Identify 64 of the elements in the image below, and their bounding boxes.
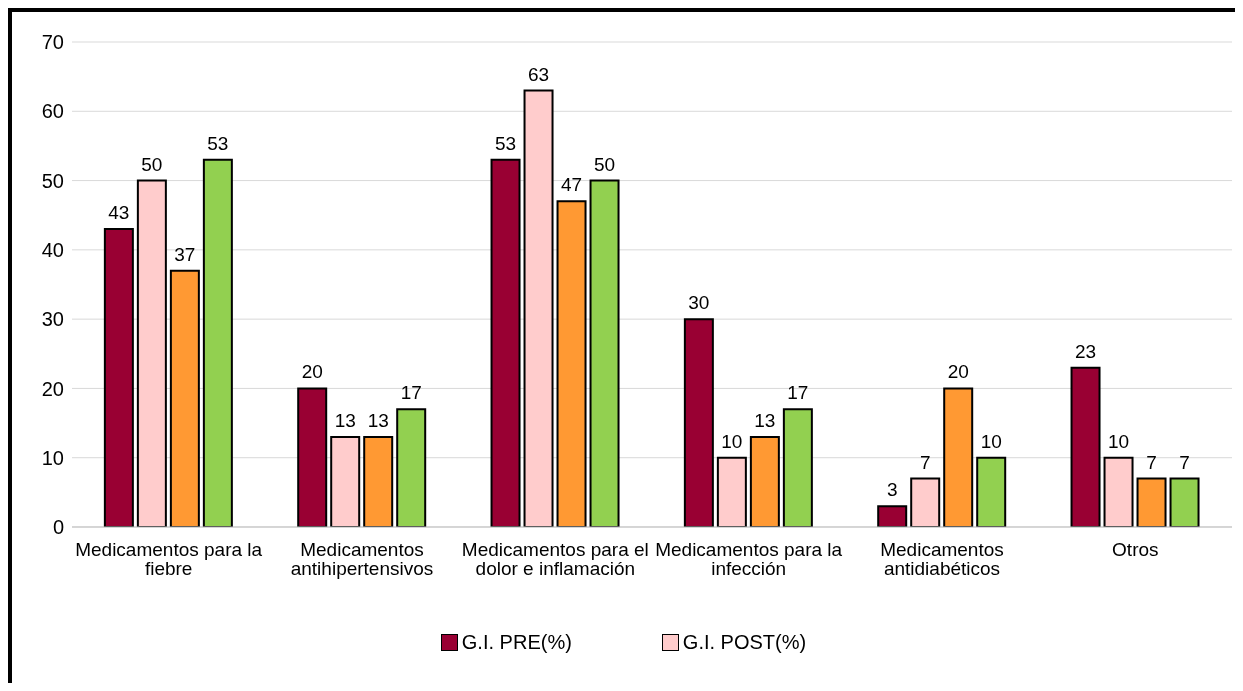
data-label: 53 (207, 132, 229, 154)
bar (169, 269, 200, 527)
data-label: 50 (593, 153, 616, 175)
data-label: 30 (688, 292, 710, 314)
bar (103, 228, 134, 527)
data-label: 17 (787, 382, 809, 404)
x-tick-label: Otros (1112, 539, 1159, 561)
data-label: 53 (494, 132, 517, 154)
data-label: 17 (400, 382, 422, 404)
bar (589, 179, 620, 527)
x-tick-label: Medicamentos antihipertensivos (290, 539, 434, 580)
data-label: 10 (1107, 430, 1130, 452)
data-label: 10 (980, 430, 1002, 452)
data-label: 37 (174, 243, 196, 265)
bar (976, 456, 1007, 527)
bar (749, 435, 780, 527)
bar (136, 179, 167, 527)
bar (1169, 477, 1200, 527)
y-tick-label: 30 (41, 308, 64, 331)
y-tick-label: 70 (41, 31, 64, 54)
bar (396, 408, 427, 527)
bar (202, 158, 233, 527)
y-tick-label: 60 (41, 100, 64, 123)
x-tick-label: Medicamentos para la fiebre (75, 539, 263, 580)
data-label: 7 (1146, 451, 1157, 473)
x-tick-label: Medicamentos para la infección (655, 539, 843, 580)
data-label: 20 (301, 361, 323, 383)
bar (683, 318, 714, 527)
x-tick-label: Medicamentos para el dolor e inflamación (461, 539, 649, 580)
data-label: 63 (527, 63, 550, 85)
bar (363, 435, 394, 527)
data-label: 50 (141, 153, 163, 175)
y-tick-label: 20 (41, 377, 64, 400)
x-tick-label: Medicamentos antidiabéticos (880, 539, 1004, 580)
bar (1070, 366, 1101, 527)
data-label: 13 (334, 409, 356, 431)
y-tick-label: 10 (41, 446, 64, 469)
legend-label: G.I. PRE(%) (461, 631, 572, 654)
bar (716, 456, 747, 527)
y-tick-label: 50 (41, 169, 64, 192)
bar (523, 89, 554, 527)
y-tick-label: 40 (41, 238, 64, 261)
data-label: 3 (886, 479, 898, 501)
bar (943, 387, 974, 527)
legend-label: G.I. POST(%) (682, 631, 807, 654)
bar (1103, 456, 1134, 527)
data-label: 7 (1179, 451, 1190, 473)
data-label: 13 (367, 409, 389, 431)
bar (297, 387, 328, 527)
y-tick-label: 0 (52, 516, 64, 539)
data-label: 20 (947, 361, 969, 383)
bar (330, 435, 361, 527)
data-label: 47 (560, 174, 583, 196)
bar (782, 408, 813, 527)
data-label: 7 (919, 451, 931, 473)
bar (490, 158, 521, 527)
bar (556, 200, 587, 527)
bar (877, 505, 908, 527)
data-label: 43 (108, 202, 130, 224)
data-label: 13 (754, 409, 776, 431)
data-label: 23 (1074, 340, 1097, 362)
bar (1136, 477, 1167, 527)
data-label: 10 (721, 430, 743, 452)
bar (910, 477, 941, 527)
